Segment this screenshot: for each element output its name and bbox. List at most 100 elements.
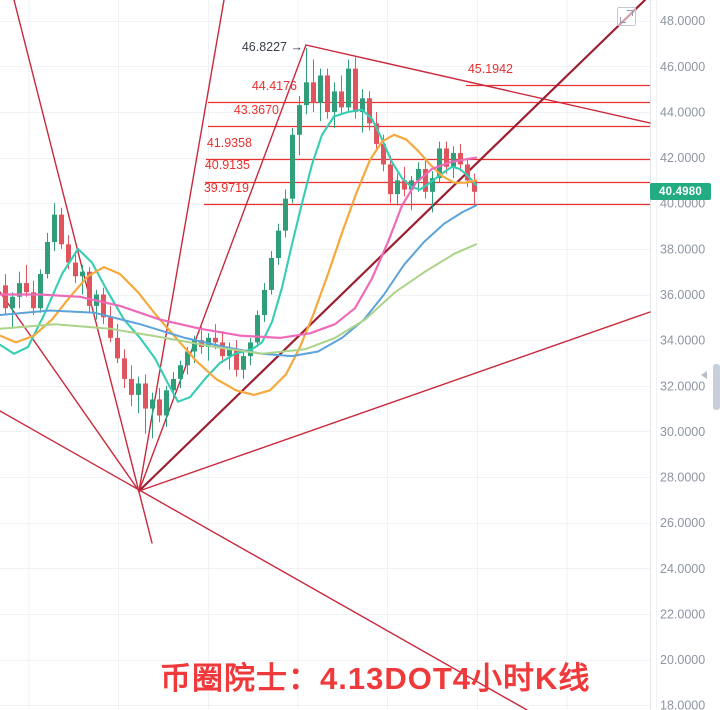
trendline-fan-up-steep xyxy=(138,0,225,492)
level-price-label: 44.4176 xyxy=(252,79,297,93)
vertical-scrollbar-thumb[interactable] xyxy=(713,364,720,410)
candle-body xyxy=(360,98,365,112)
candle-body xyxy=(3,285,8,309)
candle-body xyxy=(136,383,141,395)
candle-body xyxy=(346,68,351,108)
candle-body xyxy=(150,399,155,409)
price-tick-label: 44.0000 xyxy=(660,105,705,119)
candle-body xyxy=(122,358,127,379)
candle-body xyxy=(409,180,414,190)
candle-body xyxy=(332,91,337,112)
candle-body xyxy=(220,342,225,357)
ma-slow-blue-line xyxy=(0,204,477,358)
peak-price-annotation: 46.8227 → xyxy=(242,40,303,54)
level-lines-layer: 45.1942 44.4176 43.3670 41.9358 40.9135 39.97… xyxy=(204,62,650,206)
price-tick-label: 38.0000 xyxy=(660,242,705,256)
candle-body xyxy=(73,262,78,277)
price-tick-label: 28.0000 xyxy=(660,471,705,485)
trendline-fan-right-shallow xyxy=(138,311,651,492)
candle-body xyxy=(234,349,239,370)
candle-body xyxy=(395,180,400,195)
candle-body xyxy=(24,283,29,293)
candle-body xyxy=(262,289,267,316)
candle-body xyxy=(31,292,36,309)
candle-body xyxy=(52,214,57,243)
candle-body xyxy=(325,75,330,112)
level-price-label: 40.9135 xyxy=(205,158,250,172)
price-tick-label: 22.0000 xyxy=(660,607,705,621)
candle-body xyxy=(374,123,379,144)
candle-body xyxy=(45,242,50,274)
candle-body xyxy=(269,257,274,290)
candle-body xyxy=(143,383,148,409)
price-tick-label: 34.0000 xyxy=(660,334,705,348)
candle-body xyxy=(241,356,246,370)
chart-title: 币圈院士：4.13DOT4小时K线 xyxy=(160,661,591,696)
level-price-label: 39.9719 xyxy=(204,181,249,195)
collapse-arrow-icon[interactable] xyxy=(701,371,707,379)
trendline-fan-left-shallow xyxy=(0,410,528,710)
trendline-layer xyxy=(0,0,651,710)
candle-body xyxy=(318,75,323,103)
price-tick-label: 18.0000 xyxy=(660,699,705,710)
candle-body xyxy=(38,273,43,309)
candle-body xyxy=(192,340,197,352)
price-tick-label: 36.0000 xyxy=(660,288,705,302)
candle-body xyxy=(59,214,64,245)
level-price-label: 41.9358 xyxy=(207,136,252,150)
corner-arrow-icon xyxy=(620,17,626,23)
candle-body xyxy=(17,283,22,297)
price-tick-label: 30.0000 xyxy=(660,425,705,439)
candle-body xyxy=(444,148,449,167)
candle-body xyxy=(472,180,477,192)
candle-body xyxy=(416,169,421,181)
current-price-badge: 40.4980 xyxy=(650,183,711,200)
candle-body xyxy=(451,153,456,167)
candle-body xyxy=(304,82,309,106)
corner-arrow-icon xyxy=(627,10,633,16)
ma-mid-pink-line xyxy=(0,156,478,339)
candle-body xyxy=(430,178,435,192)
candle-body xyxy=(171,378,176,391)
ma-fast-line xyxy=(0,108,478,403)
candle-body xyxy=(283,198,288,231)
candle-body xyxy=(297,105,302,135)
candle-body xyxy=(465,164,470,181)
ma-slow-green-line xyxy=(0,243,477,355)
price-tick-label: 26.0000 xyxy=(660,516,705,530)
candle-body xyxy=(402,180,407,190)
price-axis[interactable]: 48.0000 46.0000 44.0000 42.0000 40.0000 38.00… xyxy=(660,14,705,710)
candle-body xyxy=(290,134,295,199)
candle-body xyxy=(227,349,232,357)
grid-layer xyxy=(0,0,657,710)
candle-body xyxy=(311,82,316,103)
candle-body xyxy=(255,315,260,343)
candle-body xyxy=(87,271,92,306)
candle-body xyxy=(115,337,120,359)
price-tick-label: 20.0000 xyxy=(660,653,705,667)
candle-body xyxy=(80,271,85,277)
candle-body xyxy=(381,143,386,165)
candle-body xyxy=(129,378,134,395)
candle-body xyxy=(178,365,183,379)
maximize-corners-icon[interactable] xyxy=(617,7,636,26)
price-tick-label: 40.0000 xyxy=(660,197,705,211)
candle-body xyxy=(339,91,344,108)
price-tick-label: 42.0000 xyxy=(660,151,705,165)
price-tick-label: 24.0000 xyxy=(660,562,705,576)
trendline-fan-to-peak xyxy=(138,44,307,492)
candle-body xyxy=(185,351,190,366)
candle-body xyxy=(458,153,463,165)
candle-body xyxy=(10,296,15,309)
candle-body xyxy=(276,230,281,258)
candle-body xyxy=(157,399,162,416)
price-tick-label: 48.0000 xyxy=(660,14,705,28)
trendline-fan-left-mid xyxy=(0,291,140,492)
candle-body xyxy=(213,337,218,343)
candle-body xyxy=(367,98,372,124)
candle-body xyxy=(388,164,393,195)
ma-mid-orange-line xyxy=(0,133,478,396)
level-price-label: 45.1942 xyxy=(468,62,513,76)
